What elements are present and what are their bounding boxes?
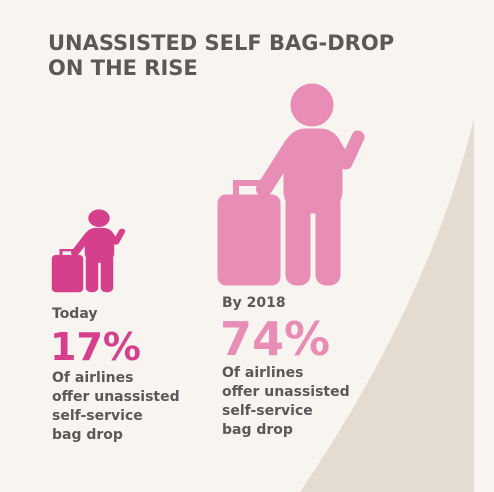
- item-description: Of airlines: [222, 365, 303, 381]
- item-description: self-service: [52, 408, 143, 424]
- item-description: offer unassisted: [222, 384, 350, 400]
- item-percent: 74%: [220, 312, 330, 366]
- item-description: Of airlines: [52, 370, 133, 386]
- item-description: self-service: [222, 403, 313, 419]
- background-curve: [300, 118, 474, 492]
- item-label: By 2018: [222, 295, 286, 311]
- title-line: ON THE RISE: [48, 56, 198, 80]
- item-label: Today: [52, 306, 97, 322]
- item-description: offer unassisted: [52, 389, 180, 405]
- item-description: bag drop: [52, 427, 123, 443]
- item-description: bag drop: [222, 422, 293, 438]
- item-percent: 17%: [50, 325, 141, 369]
- title-line: UNASSISTED SELF BAG-DROP: [48, 31, 394, 55]
